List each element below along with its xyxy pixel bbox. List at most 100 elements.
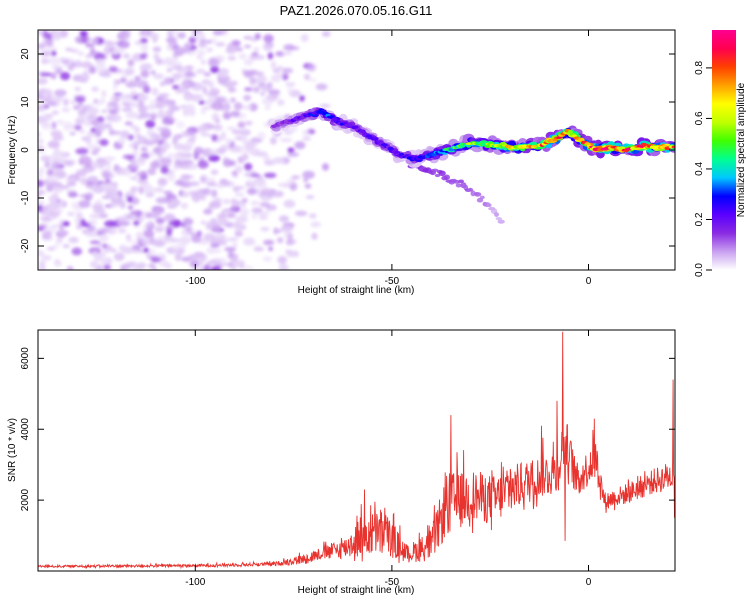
noise-blob (211, 223, 222, 233)
ridge-blob (431, 153, 437, 157)
noise-blob (75, 148, 89, 155)
noise-blob (127, 134, 134, 141)
noise-blob (52, 133, 64, 140)
noise-blob (104, 220, 117, 228)
noise-blob (227, 250, 235, 260)
noise-blob (75, 212, 84, 218)
branch-blob (479, 195, 485, 200)
noise-blob (227, 55, 237, 61)
spectrogram-ridge (269, 107, 675, 169)
noise-blob (113, 252, 125, 261)
noise-blob (131, 262, 141, 270)
noise-blob (48, 175, 59, 183)
noise-blob (120, 130, 129, 138)
noise-blob (305, 195, 315, 200)
noise-blob (155, 58, 165, 65)
x-tick-label: -100 (185, 577, 205, 588)
noise-blob (74, 96, 86, 103)
noise-blob (230, 110, 241, 118)
noise-blob (119, 30, 128, 39)
noise-blob (321, 31, 331, 37)
noise-blob (150, 256, 162, 263)
noise-blob (196, 49, 206, 57)
noise-blob (45, 45, 58, 52)
branch-blob (438, 170, 446, 177)
noise-blob (176, 121, 185, 129)
noise-blob (69, 100, 77, 105)
noise-blob (231, 171, 238, 176)
spectrogram-x-ticks: -100 -50 0 (185, 30, 592, 287)
noise-blob (286, 253, 295, 258)
noise-blob (253, 71, 265, 76)
noise-blob (41, 57, 49, 65)
noise-blob (221, 238, 228, 246)
noise-blob (102, 72, 112, 78)
noise-blob (230, 80, 238, 86)
noise-blob (284, 249, 294, 254)
noise-blob (262, 256, 273, 262)
noise-blob (184, 65, 194, 70)
noise-blob (87, 220, 98, 224)
branch-blob (495, 217, 502, 221)
noise-blob (161, 118, 171, 126)
noise-blob (151, 87, 159, 96)
noise-blob (39, 50, 51, 57)
noise-blob (270, 137, 277, 145)
noise-blob (125, 81, 138, 88)
noise-blob (215, 184, 225, 189)
noise-blob (51, 121, 57, 130)
noise-blob (52, 188, 64, 193)
noise-blob (202, 106, 212, 110)
noise-blob (118, 139, 125, 145)
noise-blob (208, 154, 221, 162)
noise-blob (88, 65, 97, 74)
noise-blob (226, 126, 237, 131)
ridge-blob (387, 146, 394, 151)
noise-blob (90, 250, 99, 257)
noise-blob (193, 84, 203, 91)
noise-blob (140, 30, 152, 37)
noise-blob (182, 80, 190, 88)
noise-blob (227, 212, 236, 219)
noise-blob (220, 262, 230, 267)
noise-blob (234, 192, 245, 197)
noise-blob (60, 185, 70, 190)
noise-blob (210, 265, 222, 270)
noise-blob (47, 140, 60, 149)
noise-blob (133, 144, 139, 150)
noise-blob (111, 114, 122, 122)
noise-blob (121, 263, 131, 270)
noise-blob (38, 77, 48, 85)
noise-blob (120, 77, 127, 84)
noise-blob (200, 132, 211, 137)
noise-blob (158, 109, 165, 114)
noise-blob (176, 65, 186, 74)
noise-blob (38, 190, 47, 195)
spectrogram-noise-blobs (38, 30, 331, 270)
noise-blob (89, 260, 99, 269)
noise-blob (284, 82, 296, 87)
noise-blob (99, 139, 109, 146)
noise-blob (101, 89, 107, 98)
noise-blob (203, 233, 215, 241)
noise-blob (150, 212, 159, 219)
noise-blob (48, 211, 57, 221)
noise-blob (99, 98, 106, 103)
noise-blob (232, 186, 240, 193)
noise-blob (224, 246, 237, 252)
noise-blob (193, 193, 205, 200)
noise-blob (268, 246, 274, 252)
noise-blob (95, 64, 107, 73)
noise-blob (276, 237, 284, 244)
ridge-blob (671, 145, 675, 149)
noise-blob (214, 96, 227, 104)
noise-blob (150, 135, 157, 140)
noise-blob (272, 190, 284, 198)
noise-blob (176, 179, 184, 186)
noise-blob (64, 160, 74, 167)
noise-blob (77, 110, 86, 119)
noise-blob (78, 156, 92, 165)
colorbar-ticks: 0.0 0.2 0.4 0.6 0.8 (694, 61, 712, 277)
noise-blob (40, 120, 50, 128)
noise-blob (177, 32, 186, 39)
